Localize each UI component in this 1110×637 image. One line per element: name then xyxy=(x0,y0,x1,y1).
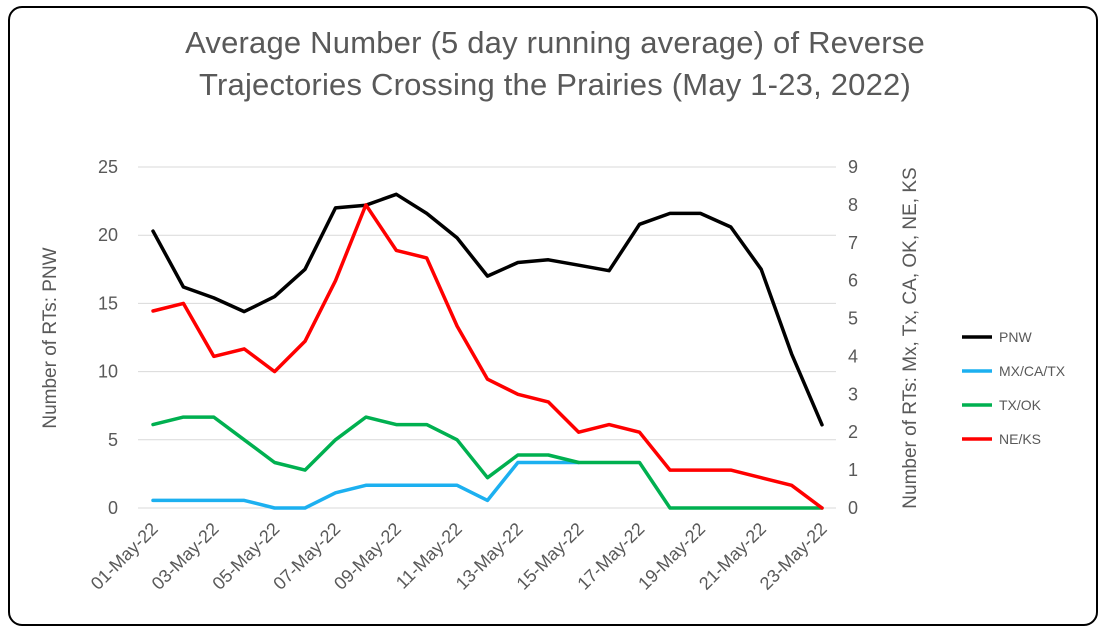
y-left-tick-label: 10 xyxy=(98,362,118,382)
x-axis-tick-labels: 01-May-2203-May-2205-May-2207-May-2209-M… xyxy=(87,519,831,594)
series-line-mx-ca-tx xyxy=(151,460,581,510)
series-line-pnw xyxy=(151,192,824,427)
chart-title-line-2: Trajectories Crossing the Prairies (May … xyxy=(199,67,911,102)
legend-label: NE/KS xyxy=(999,431,1041,447)
legend-label: MX/CA/TX xyxy=(999,363,1066,379)
y-right-tick-label: 7 xyxy=(848,233,858,253)
legend-label: TX/OK xyxy=(999,397,1042,413)
y-right-tick-label: 5 xyxy=(848,309,858,329)
y-left-tick-label: 5 xyxy=(108,430,118,450)
chart-title-line-1: Average Number (5 day running average) o… xyxy=(185,25,925,60)
y-left-tick-label: 25 xyxy=(98,157,118,177)
y-right-tick-label: 3 xyxy=(848,384,858,404)
y-right-tick-label: 9 xyxy=(848,157,858,177)
y-left-tick-label: 20 xyxy=(98,225,118,245)
y-right-tick-label: 6 xyxy=(848,271,858,291)
legend: PNW MX/CA/TX TX/OK NE/KS xyxy=(962,329,1066,447)
right-axis-tick-labels: 0 1 2 3 4 5 6 7 8 9 xyxy=(848,157,858,518)
series-line-tx-ok xyxy=(151,415,824,510)
chart-title: Average Number (5 day running average) o… xyxy=(0,22,1110,106)
y-left-tick-label: 0 xyxy=(108,498,118,518)
left-axis-tick-labels: 0 5 10 15 20 25 xyxy=(98,157,118,518)
y-right-tick-label: 2 xyxy=(848,422,858,442)
legend-label: PNW xyxy=(999,329,1032,345)
y-right-tick-label: 0 xyxy=(848,498,858,518)
y-right-tick-label: 8 xyxy=(848,195,858,215)
gridlines xyxy=(138,166,836,509)
y-axis-left-label: Number of RTs: PNW xyxy=(40,247,61,428)
y-right-tick-label: 4 xyxy=(848,346,858,366)
series-lines xyxy=(151,192,824,510)
y-left-tick-label: 15 xyxy=(98,293,118,313)
y-axis-right-label: Number of RTs: Mx, Tx, CA, OK, NE, KS xyxy=(900,167,921,508)
y-right-tick-label: 1 xyxy=(848,460,858,480)
series-line-ne-ks xyxy=(151,203,824,510)
